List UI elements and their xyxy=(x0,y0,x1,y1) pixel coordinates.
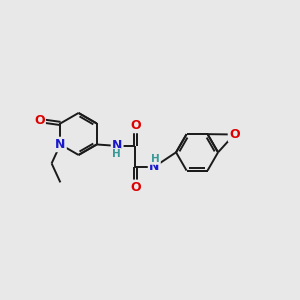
Text: H: H xyxy=(151,154,159,164)
Text: O: O xyxy=(130,181,140,194)
Text: O: O xyxy=(34,114,45,127)
Text: H: H xyxy=(112,149,121,159)
Text: N: N xyxy=(149,160,159,173)
Text: O: O xyxy=(229,128,240,141)
Text: N: N xyxy=(112,140,122,152)
Text: O: O xyxy=(130,119,140,132)
Text: N: N xyxy=(55,138,65,151)
